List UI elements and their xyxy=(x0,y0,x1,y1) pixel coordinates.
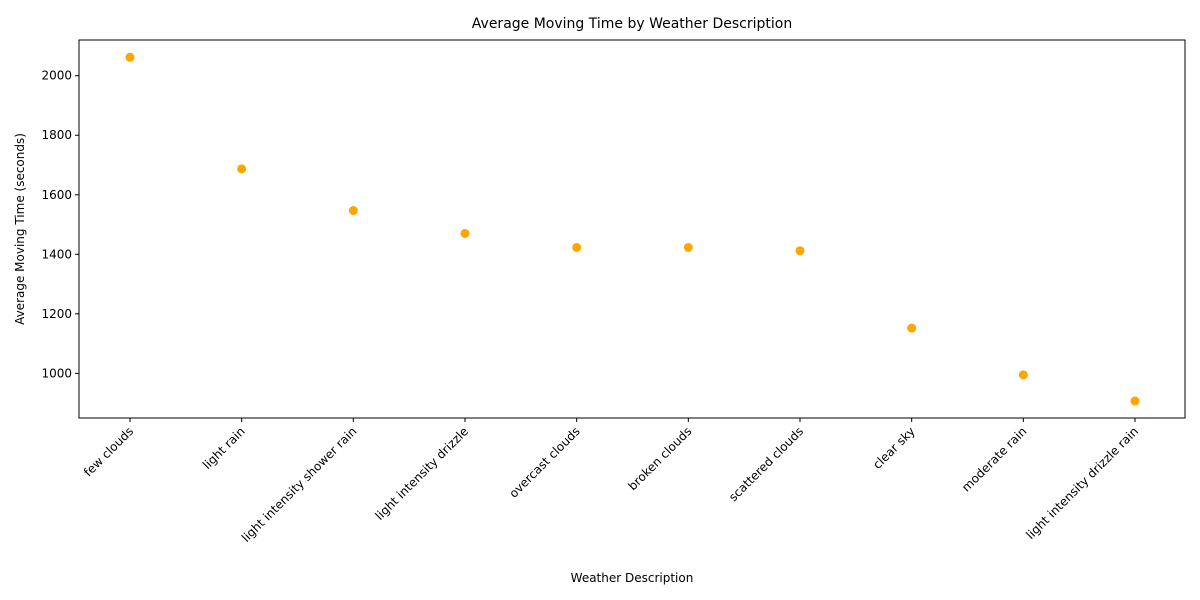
y-axis: 1000 1200 1400 1600 1800 2000 xyxy=(41,69,79,380)
y-tick-label: 1200 xyxy=(41,307,72,321)
data-point xyxy=(348,206,358,216)
y-tick-label: 1800 xyxy=(41,128,72,142)
data-point xyxy=(460,228,470,238)
data-point xyxy=(1130,396,1140,406)
data-point xyxy=(572,242,582,252)
data-points xyxy=(125,52,1140,406)
y-tick-label: 1000 xyxy=(41,366,72,380)
data-point xyxy=(907,323,917,333)
plot-area-frame xyxy=(78,39,1186,419)
data-point xyxy=(1018,370,1028,380)
chart-title: Average Moving Time by Weather Descripti… xyxy=(472,16,792,32)
x-axis-label: Weather Description xyxy=(571,571,694,585)
data-point xyxy=(125,52,135,62)
data-point xyxy=(795,246,805,256)
data-point xyxy=(683,242,693,252)
y-tick-label: 1400 xyxy=(41,247,72,261)
y-tick-label: 2000 xyxy=(41,69,72,83)
data-point xyxy=(237,164,247,174)
y-tick-label: 1600 xyxy=(41,188,72,202)
y-axis-label: Average Moving Time (seconds) xyxy=(13,133,27,325)
